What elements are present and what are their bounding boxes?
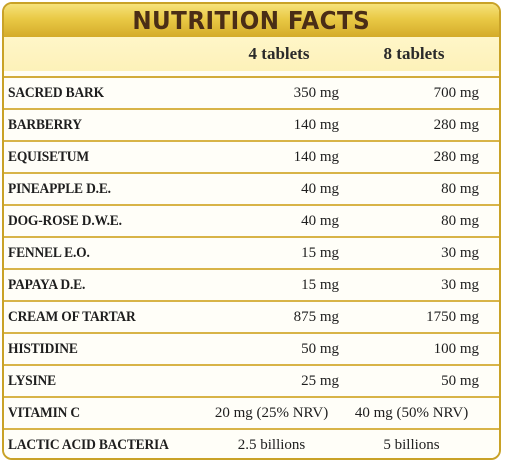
amount-8-tablets: 280 mg [433, 117, 479, 133]
amount-8-tablets: 50 mg [441, 373, 479, 389]
amount-4-tablets: 15 mg [301, 245, 339, 261]
table-row: SACRED BARK 350 mg 700 mg [4, 76, 499, 108]
amount-8-tablets: 280 mg [433, 149, 479, 165]
ingredient-name: PINEAPPLE D.E. [8, 181, 111, 197]
table-row: BARBERRY 140 mg 280 mg [4, 108, 499, 140]
amount-8-tablets: 5 billions [383, 437, 440, 453]
column-header-4-tablets: 4 tablets [248, 44, 310, 63]
ingredient-name: BARBERRY [8, 117, 82, 133]
column-header-row: 4 tablets 8 tablets [4, 37, 499, 71]
amount-8-tablets: 80 mg [441, 181, 479, 197]
ingredient-name: HISTIDINE [8, 341, 78, 357]
ingredient-name: VITAMIN C [8, 405, 81, 421]
amount-4-tablets: 875 mg [293, 309, 339, 325]
table-row: LYSINE 25 mg 50 mg [4, 364, 499, 396]
table-row: PINEAPPLE D.E. 40 mg 80 mg [4, 172, 499, 204]
amount-8-tablets: 40 mg (50% NRV) [354, 405, 469, 421]
table-row: LACTIC ACID BACTERIA 2.5 billions 5 bill… [4, 428, 499, 458]
nutrition-table: SACRED BARK 350 mg 700 mg BARBERRY 140 m… [4, 76, 499, 458]
amount-4-tablets: 15 mg [301, 277, 339, 293]
ingredient-name: LYSINE [8, 373, 56, 389]
table-row: VITAMIN C 20 mg (25% NRV) 40 mg (50% NRV… [4, 396, 499, 428]
amount-4-tablets: 2.5 billions [237, 437, 306, 453]
ingredient-name: LACTIC ACID BACTERIA [8, 437, 169, 453]
title-bar: NUTRITION FACTS [4, 4, 499, 38]
table-row: HISTIDINE 50 mg 100 mg [4, 332, 499, 364]
table-row: DOG-ROSE D.W.E. 40 mg 80 mg [4, 204, 499, 236]
ingredient-name: FENNEL E.O. [8, 245, 90, 261]
amount-4-tablets: 20 mg (25% NRV) [214, 405, 329, 421]
ingredient-name: PAPAYA D.E. [8, 277, 86, 293]
amount-4-tablets: 40 mg [301, 181, 339, 197]
amount-4-tablets: 40 mg [301, 213, 339, 229]
amount-4-tablets: 140 mg [293, 117, 339, 133]
amount-4-tablets: 50 mg [301, 341, 339, 357]
ingredient-name: CREAM OF TARTAR [8, 309, 136, 325]
page-title: NUTRITION FACTS [132, 6, 371, 35]
amount-8-tablets: 1750 mg [426, 309, 479, 325]
amount-8-tablets: 30 mg [441, 245, 479, 261]
amount-8-tablets: 100 mg [433, 341, 479, 357]
amount-8-tablets: 700 mg [433, 85, 479, 101]
amount-4-tablets: 25 mg [301, 373, 339, 389]
table-row: EQUISETUM 140 mg 280 mg [4, 140, 499, 172]
table-row: CREAM OF TARTAR 875 mg 1750 mg [4, 300, 499, 332]
amount-4-tablets: 350 mg [293, 85, 339, 101]
table-row: PAPAYA D.E. 15 mg 30 mg [4, 268, 499, 300]
ingredient-name: DOG-ROSE D.W.E. [8, 213, 122, 229]
nutrition-facts-panel: NUTRITION FACTS 4 tablets 8 tablets SACR… [2, 2, 501, 460]
amount-8-tablets: 30 mg [441, 277, 479, 293]
ingredient-name: EQUISETUM [8, 149, 89, 165]
ingredient-name: SACRED BARK [8, 85, 104, 101]
amount-8-tablets: 80 mg [441, 213, 479, 229]
column-header-8-tablets: 8 tablets [383, 44, 445, 63]
amount-4-tablets: 140 mg [293, 149, 339, 165]
table-row: FENNEL E.O. 15 mg 30 mg [4, 236, 499, 268]
